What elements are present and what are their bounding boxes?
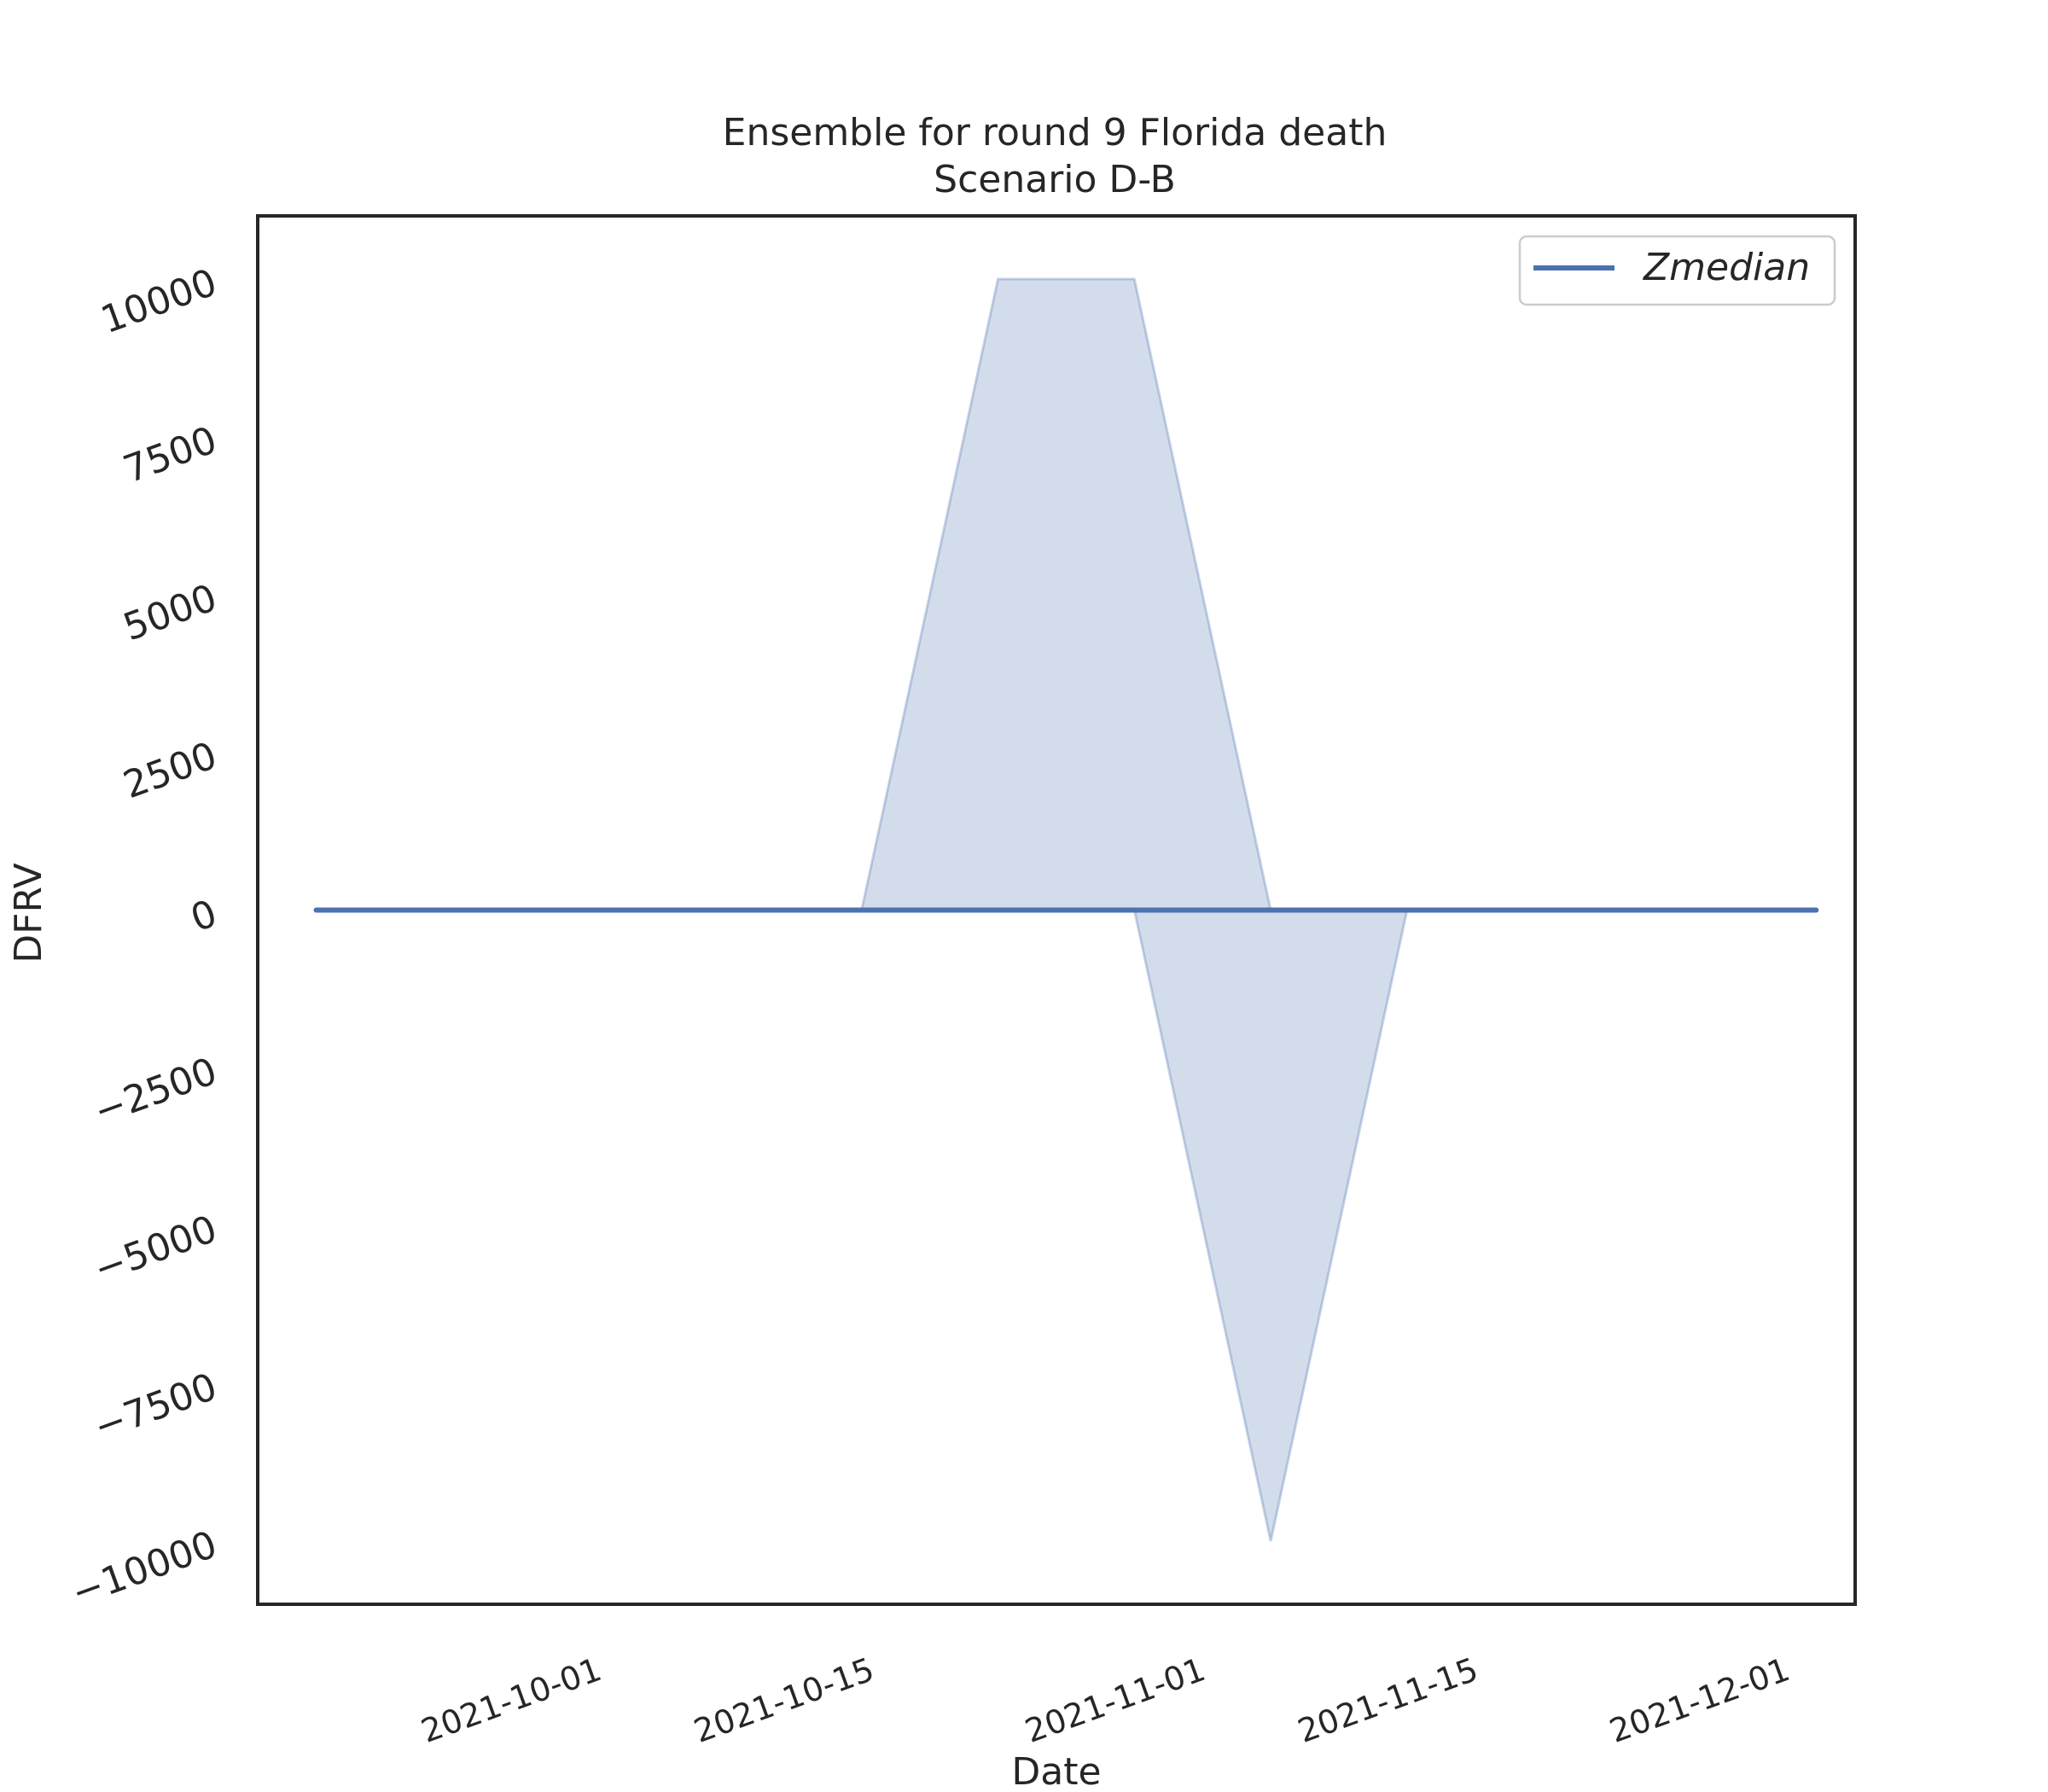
plot-area (313, 277, 1819, 1542)
legend: Zmedian (1518, 235, 1836, 306)
x-tick-label: 2021-10-15 (689, 1650, 879, 1750)
y-tick-label: 0 (185, 892, 223, 941)
x-tick-label: 2021-11-01 (1021, 1650, 1211, 1750)
y-tick-label: −5000 (88, 1207, 222, 1292)
x-tick-label: 2021-11-15 (1293, 1650, 1483, 1750)
y-tick-label: 5000 (118, 576, 223, 649)
legend-box (1518, 235, 1836, 306)
x-tick-label: 2021-10-01 (416, 1650, 607, 1750)
chart-subtitle: Scenario D-B (934, 158, 1176, 201)
x-axis-label: Date (1011, 1750, 1101, 1792)
chart-title: Ensemble for round 9 Florida death (723, 111, 1388, 154)
axes-frame (256, 214, 1857, 1606)
y-tick-label: 10000 (96, 260, 223, 342)
y-axis-tick-labels: 10000 7500 5000 2500 0 −2500 −5000 −7500 −10000 (66, 260, 223, 1615)
x-axis-tick-labels: 2021-10-01 2021-10-15 2021-11-01 2021-11-15… (416, 1650, 1795, 1750)
y-tick-label: 7500 (118, 418, 223, 492)
y-axis-label: DFRV (7, 863, 50, 963)
y-tick-label: 2500 (118, 734, 223, 807)
y-tick-label: −7500 (88, 1365, 222, 1450)
y-tick-label: −2500 (88, 1050, 222, 1134)
y-tick-label: −10000 (66, 1522, 223, 1615)
legend-label-zmedian: Zmedian (1643, 246, 1810, 289)
x-tick-label: 2021-12-01 (1604, 1650, 1795, 1750)
